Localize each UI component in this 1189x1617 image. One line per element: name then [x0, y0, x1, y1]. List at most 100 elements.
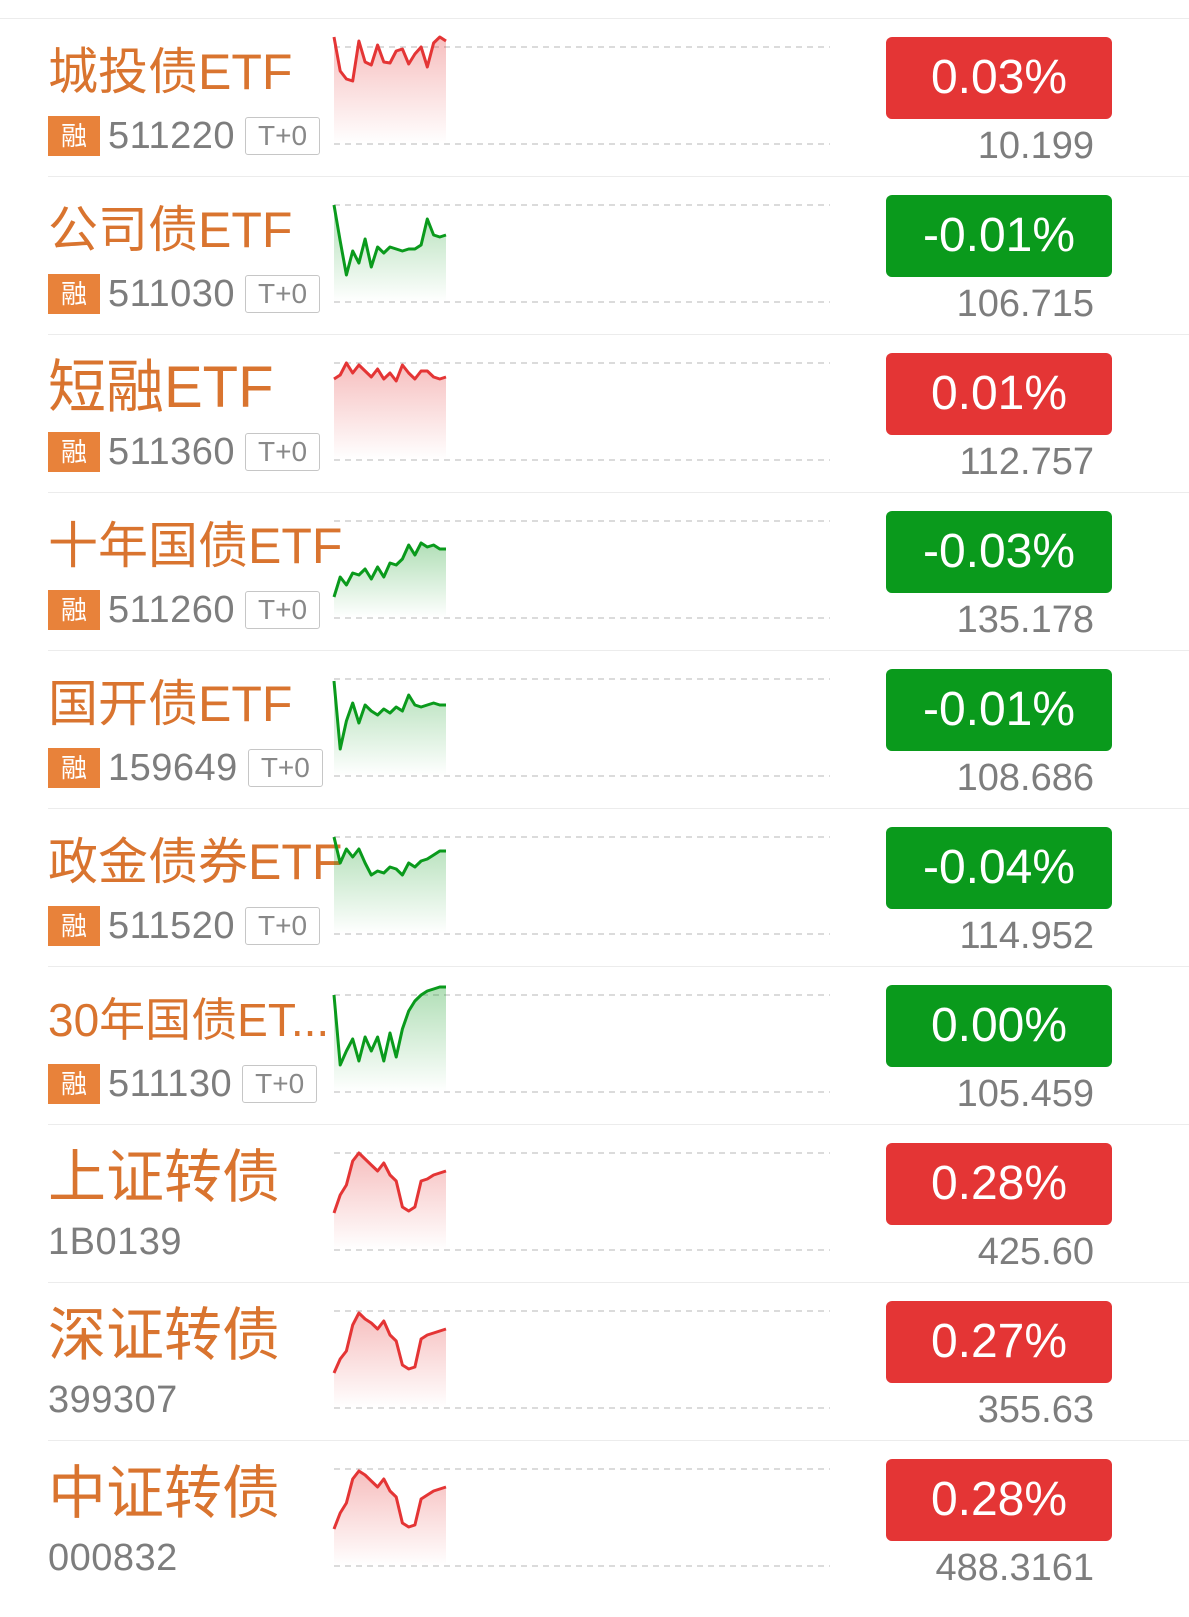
last-price: 425.60	[977, 1231, 1094, 1273]
fund-name: 城投债ETF	[48, 44, 293, 100]
fund-code: 511130	[108, 1062, 233, 1105]
fund-name: 政金债券ETF	[48, 834, 343, 890]
sparkline-chart	[332, 1468, 830, 1567]
fund-meta: 融 511520 T+0	[48, 904, 321, 947]
list-item[interactable]: 上证转债 1B0139 0.28% 425.60	[48, 1125, 1189, 1283]
fund-meta: 融 511360 T+0	[48, 430, 321, 473]
margin-trading-tag: 融	[48, 748, 100, 788]
last-price: 106.715	[956, 283, 1094, 325]
sparkline-line	[332, 836, 446, 877]
sparkline-area	[334, 37, 446, 144]
sparkline-line	[332, 35, 447, 83]
fund-code: 511220	[108, 114, 235, 157]
fund-meta: 融 511030 T+0	[48, 272, 321, 315]
change-percent-badge[interactable]: 0.28%	[886, 1143, 1112, 1225]
margin-trading-tag: 融	[48, 116, 100, 156]
fund-code: 000832	[48, 1536, 178, 1579]
change-percent-badge[interactable]: -0.04%	[886, 827, 1112, 909]
fund-name: 30年国债ET...	[48, 994, 330, 1046]
sparkline-area	[334, 837, 446, 934]
list-item[interactable]: 城投债ETF 融 511220 T+0 0.03% 10.199	[48, 19, 1189, 177]
fund-meta: 融 511130 T+0	[48, 1062, 318, 1105]
bond-etf-list: 城投债ETF 融 511220 T+0 0.03% 10.199 公司债ETF …	[0, 19, 1189, 1598]
fund-name: 短融ETF	[48, 355, 274, 420]
fund-code: 511030	[108, 272, 235, 315]
last-price: 10.199	[977, 125, 1094, 167]
t0-tag: T+0	[244, 275, 321, 313]
last-price: 355.63	[977, 1389, 1094, 1431]
change-percent-badge[interactable]: -0.01%	[886, 669, 1112, 751]
list-item[interactable]: 政金债券ETF 融 511520 T+0 -0.04% 114.952	[48, 809, 1189, 967]
fund-code: 511360	[108, 430, 235, 473]
fund-meta: 000832	[48, 1536, 178, 1579]
fund-name: 十年国债ETF	[48, 518, 343, 574]
change-percent-badge[interactable]: -0.01%	[886, 195, 1112, 277]
t0-tag: T+0	[242, 1065, 318, 1103]
list-item[interactable]: 短融ETF 融 511360 T+0 0.01% 112.757	[48, 335, 1189, 493]
t0-tag: T+0	[244, 433, 321, 471]
sparkline-line	[332, 1151, 447, 1214]
list-item[interactable]: 国开债ETF 融 159649 T+0 -0.01% 108.686	[48, 651, 1189, 809]
change-percent-badge[interactable]: 0.27%	[886, 1301, 1112, 1383]
last-price: 108.686	[956, 757, 1094, 799]
sparkline-line	[332, 680, 446, 751]
change-percent-badge[interactable]: 0.28%	[886, 1459, 1112, 1541]
fund-name: 中证转债	[48, 1461, 281, 1526]
fund-name: 国开债ETF	[48, 676, 293, 732]
last-price: 105.459	[956, 1073, 1094, 1115]
sparkline-line	[333, 361, 447, 383]
fund-meta: 融 511220 T+0	[48, 114, 321, 157]
sparkline-area	[334, 363, 446, 460]
margin-trading-tag: 融	[48, 274, 100, 314]
t0-tag: T+0	[244, 591, 321, 629]
sparkline-line	[332, 204, 447, 277]
list-item[interactable]: 中证转债 000832 0.28% 488.3161	[48, 1441, 1189, 1598]
margin-trading-tag: 融	[48, 432, 100, 472]
fund-code: 399307	[48, 1378, 178, 1421]
fund-meta: 融 511260 T+0	[48, 588, 321, 631]
margin-trading-tag: 融	[48, 906, 100, 946]
list-item[interactable]: 深证转债 399307 0.27% 355.63	[48, 1283, 1189, 1441]
sparkline-chart	[332, 1310, 830, 1409]
fund-code: 511520	[108, 904, 235, 947]
fund-code: 1B0139	[48, 1220, 183, 1263]
margin-trading-tag: 融	[48, 1064, 100, 1104]
sparkline-area	[334, 543, 446, 618]
fund-name: 上证转债	[48, 1145, 281, 1210]
last-price: 114.952	[959, 915, 1094, 957]
fund-code: 511260	[108, 588, 235, 631]
margin-trading-tag: 融	[48, 590, 100, 630]
last-price: 112.757	[959, 441, 1094, 483]
sparkline-chart	[332, 35, 830, 145]
sparkline-chart	[332, 678, 830, 777]
sparkline-line	[332, 1311, 447, 1374]
list-item[interactable]: 30年国债ET... 融 511130 T+0 0.00% 105.459	[48, 967, 1189, 1125]
last-price: 488.3161	[935, 1547, 1095, 1589]
list-item[interactable]: 公司债ETF 融 511030 T+0 -0.01% 106.715	[48, 177, 1189, 335]
list-item[interactable]: 十年国债ETF 融 511260 T+0 -0.03% 135.178	[48, 493, 1189, 651]
sparkline-line	[332, 985, 446, 1067]
fund-meta: 融 159649 T+0	[48, 746, 323, 789]
sparkline-chart	[332, 836, 830, 935]
sparkline-chart	[332, 520, 830, 619]
sparkline-chart	[333, 361, 830, 461]
fund-meta: 1B0139	[48, 1220, 183, 1263]
change-percent-badge[interactable]: 0.03%	[886, 37, 1112, 119]
sparkline-area	[334, 1313, 446, 1408]
t0-tag: T+0	[247, 749, 323, 787]
sparkline-area	[334, 1471, 446, 1566]
change-percent-badge[interactable]: 0.01%	[886, 353, 1112, 435]
sparkline-area	[334, 1153, 446, 1250]
last-price: 135.178	[956, 599, 1094, 641]
sparkline-area	[334, 205, 446, 302]
fund-code: 159649	[108, 746, 238, 789]
fund-name: 公司债ETF	[48, 202, 293, 258]
fund-name: 深证转债	[48, 1303, 281, 1368]
change-percent-badge[interactable]: 0.00%	[886, 985, 1112, 1067]
sparkline-area	[334, 681, 446, 776]
t0-tag: T+0	[244, 117, 321, 155]
sparkline-chart	[332, 1151, 830, 1251]
change-percent-badge[interactable]: -0.03%	[886, 511, 1112, 593]
fund-meta: 399307	[48, 1378, 178, 1421]
sparkline-line	[332, 541, 446, 598]
